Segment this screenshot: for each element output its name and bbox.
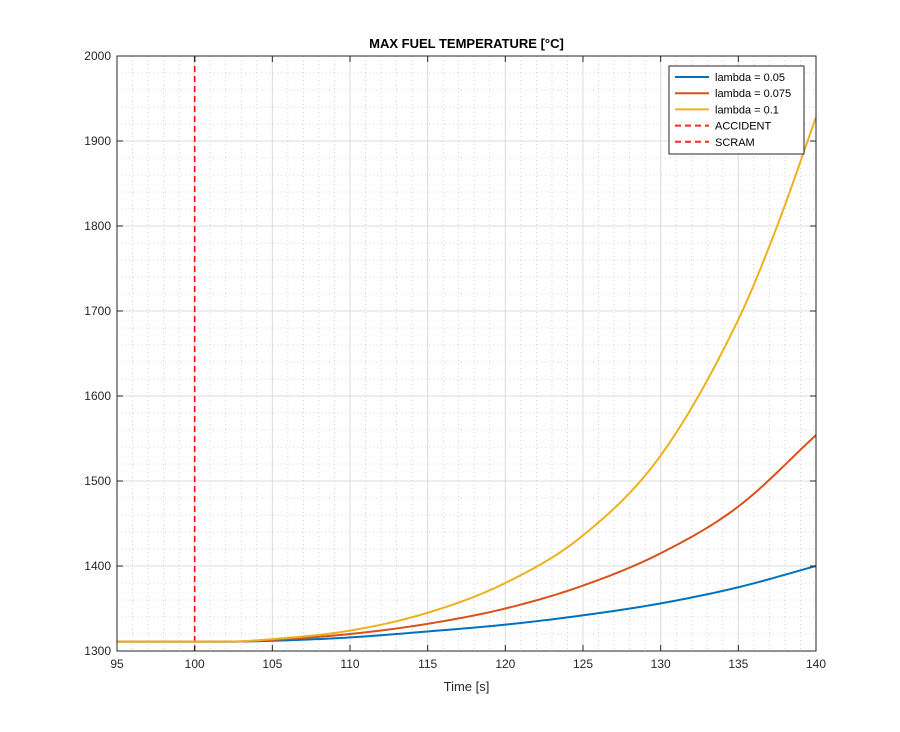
y-tick-label: 1600 [84, 389, 111, 403]
y-tick-label: 1400 [84, 559, 111, 573]
x-axis: 95 100 105 110 115 120 125 130 135 140 [110, 56, 826, 671]
x-tick-label: 130 [651, 657, 671, 671]
legend: lambda = 0.05 lambda = 0.075 lambda = 0.1 A… [668, 65, 805, 155]
x-tick-label: 125 [573, 657, 593, 671]
x-tick-label: 120 [495, 657, 515, 671]
legend-label: SCRAM [715, 137, 755, 149]
x-tick-label: 135 [728, 657, 748, 671]
y-tick-label: 1900 [84, 134, 111, 148]
y-tick-label: 2000 [84, 49, 111, 63]
legend-label: lambda = 0.05 [715, 72, 785, 84]
y-tick-label: 1500 [84, 474, 111, 488]
x-axis-label: Time [s] [444, 679, 490, 694]
x-tick-label: 95 [110, 657, 124, 671]
x-tick-label: 115 [418, 657, 437, 671]
legend-label: ACCIDENT [715, 121, 772, 133]
x-tick-label: 110 [340, 657, 359, 671]
series-line-3 [117, 116, 817, 643]
plot-area [117, 56, 816, 651]
x-tick-label: 105 [262, 657, 282, 671]
legend-label: lambda = 0.1 [715, 104, 779, 116]
x-tick-label: 140 [806, 657, 826, 671]
y-axis: 1300 1400 1500 1600 1700 1800 1900 2000 [84, 49, 816, 658]
x-tick-label: 100 [185, 657, 205, 671]
y-tick-label: 1800 [84, 219, 111, 233]
legend-label: lambda = 0.075 [715, 88, 791, 100]
axes-box [116, 55, 817, 652]
y-tick-label: 1700 [84, 304, 111, 318]
y-tick-label: 1300 [84, 644, 111, 658]
chart-title: MAX FUEL TEMPERATURE [°C] [369, 36, 564, 51]
series-lines [117, 116, 817, 643]
